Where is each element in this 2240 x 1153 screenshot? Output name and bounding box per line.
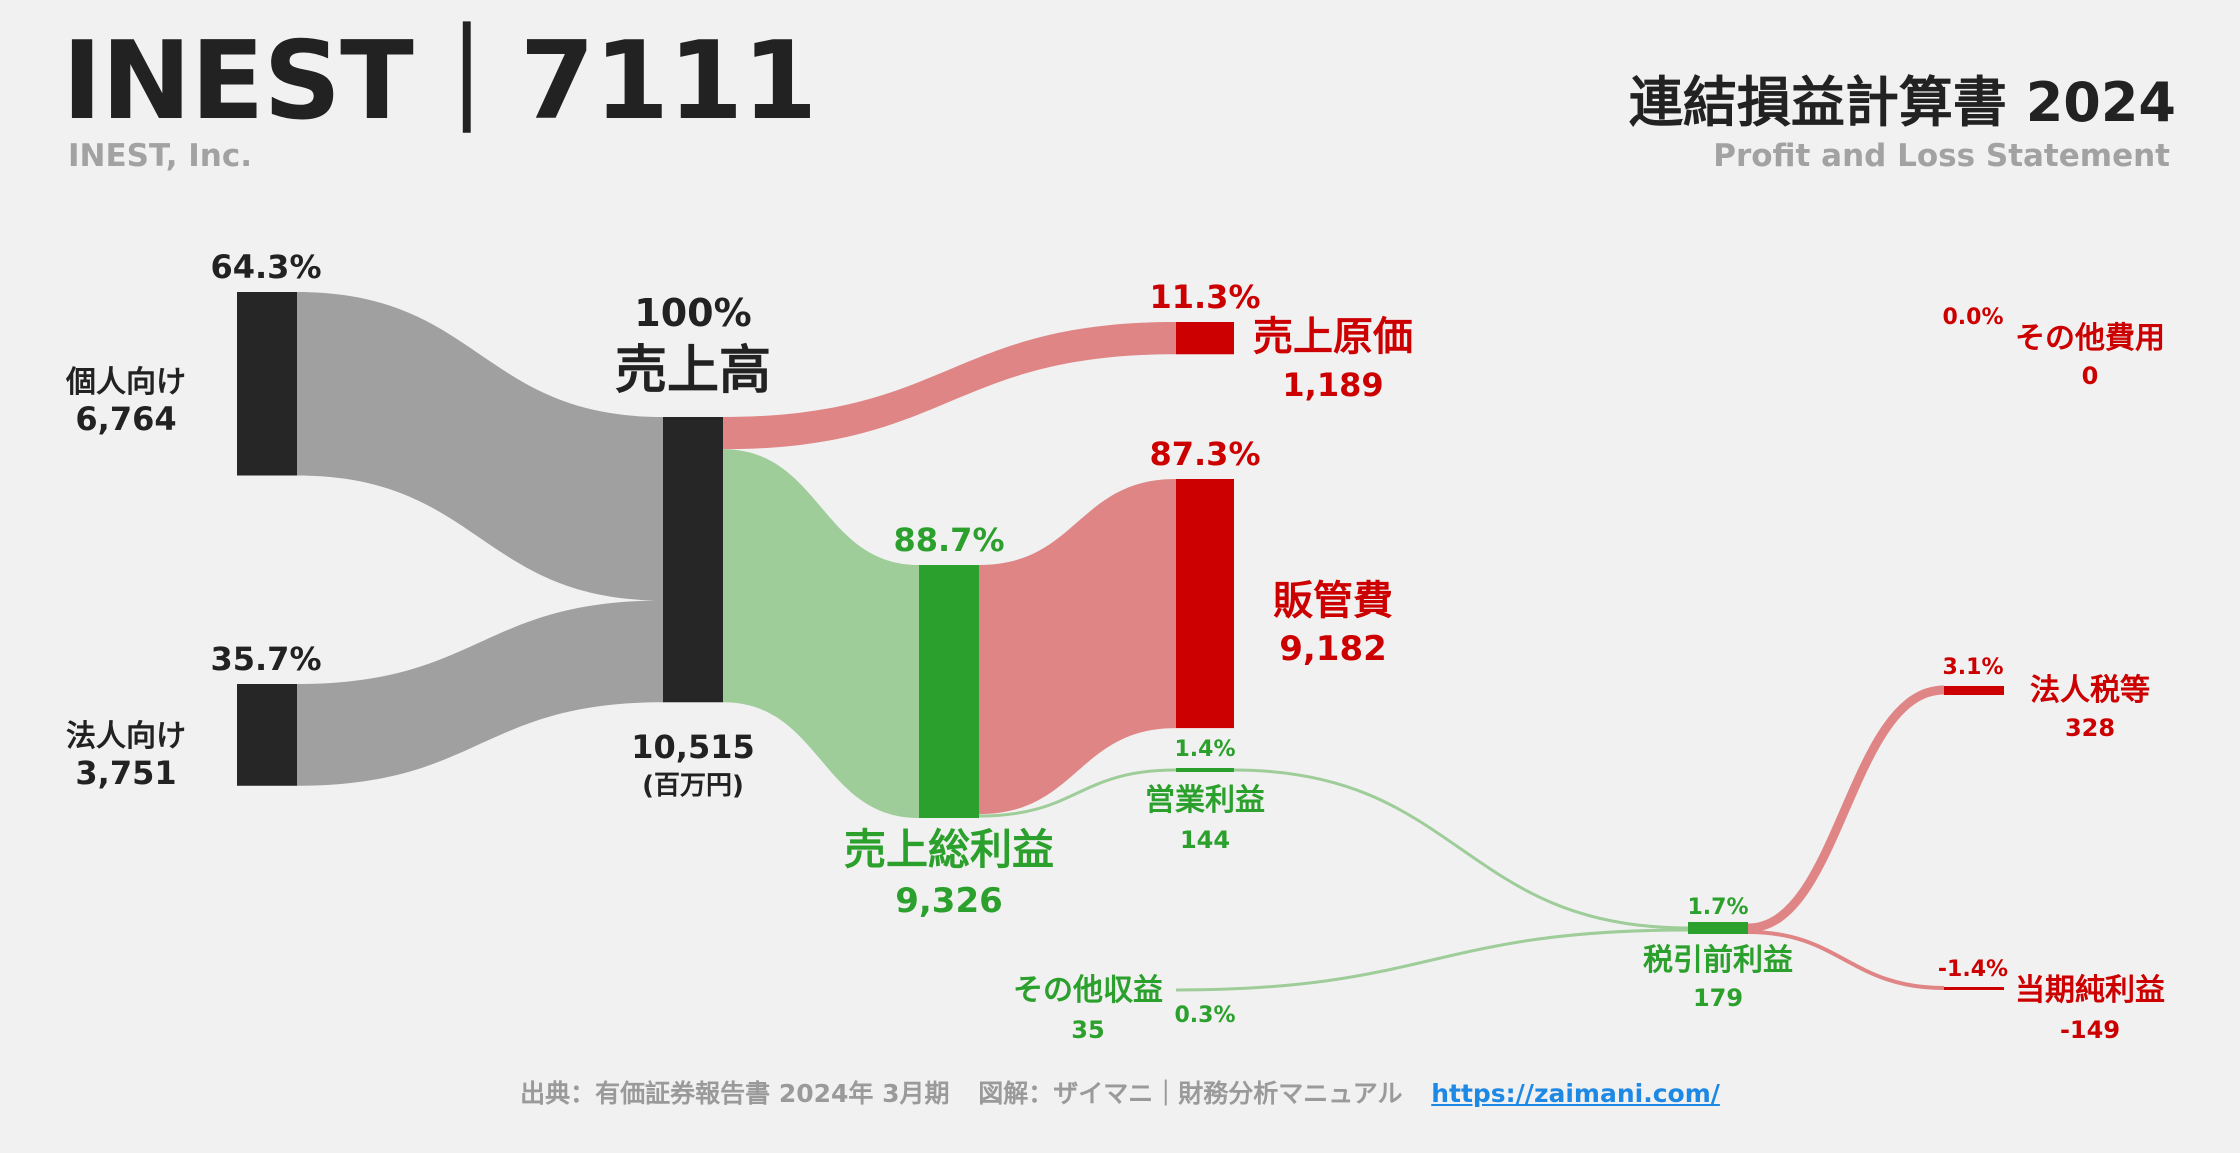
label-gross-value: 9,326 <box>895 881 1003 921</box>
label-net-name: 当期純利益 <box>2015 973 2165 1008</box>
label-operating-value: 144 <box>1180 826 1230 854</box>
label-revenue-value: 10,515 <box>631 728 754 766</box>
label-revenue-name: 売上高 <box>615 341 771 401</box>
flow-gross-to-operating <box>978 768 1177 818</box>
label-sga-name: 販管費 <box>1273 578 1393 624</box>
label-other-income-name: その他収益 <box>1013 973 1163 1008</box>
label-net-value: -149 <box>2060 1016 2120 1044</box>
label-gross-pct: 88.7% <box>893 521 1004 559</box>
label-tax-pct: 3.1% <box>1942 655 2003 680</box>
label-kojin-value: 6,764 <box>75 400 176 438</box>
source-note: 出典：有価証券報告書 2024年 3月期 <box>520 1079 950 1108</box>
label-hojin-pct: 35.7% <box>210 640 321 678</box>
flow-hojin-to-revenue <box>297 600 663 786</box>
node-revenue <box>663 417 723 703</box>
node-net-income <box>1944 987 2004 990</box>
label-tax-name: 法人税等 <box>2030 673 2150 708</box>
label-other-expense-pct: 0.0% <box>1942 305 2003 330</box>
label-sga-value: 9,182 <box>1279 629 1387 669</box>
label-other-expense-value: 0 <box>2082 362 2099 390</box>
node-pretax-profit <box>1688 922 1748 934</box>
label-other-income-value: 35 <box>1071 1016 1104 1044</box>
label-net-pct: -1.4% <box>1938 957 2008 982</box>
label-other-income-pct: 0.3% <box>1174 1003 1235 1028</box>
node-kojin <box>237 292 297 476</box>
site-link[interactable]: https://zaimani.com/ <box>1431 1079 1720 1108</box>
label-operating-name: 営業利益 <box>1145 783 1265 818</box>
label-sga-pct: 87.3% <box>1149 435 1260 473</box>
label-unit: (百万円) <box>642 771 744 801</box>
node-gross-profit <box>919 565 979 819</box>
label-cogs-value: 1,189 <box>1282 366 1383 404</box>
label-kojin-pct: 64.3% <box>210 248 321 286</box>
label-pretax-name: 税引前利益 <box>1643 943 1793 978</box>
node-cogs <box>1176 322 1234 355</box>
label-pretax-pct: 1.7% <box>1687 895 1748 920</box>
node-operating-profit <box>1176 768 1234 772</box>
label-cogs-pct: 11.3% <box>1149 278 1260 316</box>
flow-revenue-to-cogs <box>723 322 1176 450</box>
footer: 出典：有価証券報告書 2024年 3月期 図解：ザイマニ｜財務分析マニュアル h… <box>0 1074 2240 1110</box>
flow-pretax-to-net <box>1747 930 1945 990</box>
statement-subtitle: Profit and Loss Statement <box>1713 138 2170 174</box>
label-revenue-pct: 100% <box>634 291 751 335</box>
label-other-expense-name: その他費用 <box>2015 321 2165 356</box>
label-kojin-name: 個人向け <box>65 365 186 400</box>
company-name: INEST, Inc. <box>68 138 253 174</box>
label-hojin-name: 法人向け <box>66 719 186 754</box>
flow-revenue-to-gross <box>723 449 919 819</box>
credit-note: 図解：ザイマニ｜財務分析マニュアル <box>978 1079 1403 1108</box>
flow-kojin-to-revenue <box>297 292 663 601</box>
label-gross-name: 売上総利益 <box>844 825 1054 874</box>
label-operating-pct: 1.4% <box>1174 737 1235 762</box>
label-pretax-value: 179 <box>1693 984 1743 1012</box>
flow-other-income-to-pretax <box>1175 928 1689 992</box>
flow-pretax-to-tax <box>1747 685 1945 933</box>
node-tax <box>1944 686 2004 695</box>
node-sga <box>1176 479 1234 729</box>
statement-title: 連結損益計算書 2024 <box>1628 71 2176 134</box>
label-cogs-name: 売上原価 <box>1253 314 1413 360</box>
node-hojin <box>237 684 297 786</box>
label-tax-value: 328 <box>2065 714 2115 742</box>
flow-gross-to-sga <box>979 479 1176 815</box>
flow-operating-to-pretax <box>1233 768 1689 930</box>
ticker-title: INEST｜7111 <box>62 19 817 144</box>
label-hojin-value: 3,751 <box>75 754 176 792</box>
